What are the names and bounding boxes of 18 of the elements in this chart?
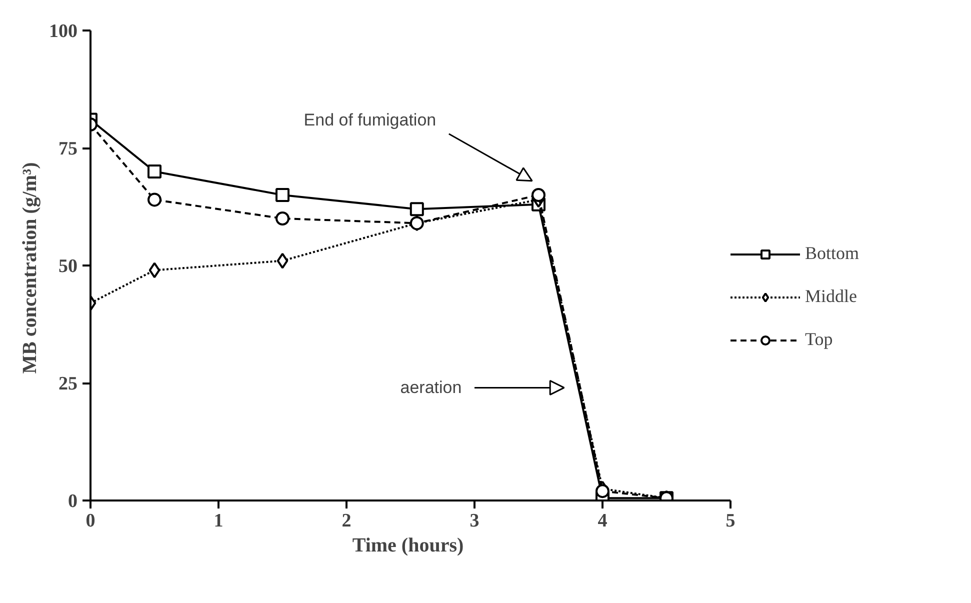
x-tick-label: 0: [86, 510, 96, 532]
legend-label: Bottom: [805, 243, 860, 264]
x-tick-label: 3: [470, 510, 480, 532]
x-tick-label: 1: [214, 510, 224, 532]
y-tick-label: 50: [58, 256, 78, 277]
legend-label: Top: [805, 329, 834, 350]
annotation: End of fumigation: [304, 110, 436, 130]
y-tick-label: 25: [58, 374, 78, 394]
x-axis-title: Time (hours): [352, 534, 464, 556]
x-tick-label: 5: [726, 510, 736, 532]
annotation: aeration: [400, 378, 462, 398]
y-axis-title: MB concentration (g/m³): [19, 162, 41, 374]
legend-label: Middle: [805, 286, 858, 307]
y-tick-label: 0: [68, 491, 78, 512]
x-tick-label: 2: [342, 510, 352, 532]
y-tick-label: 100: [49, 21, 78, 42]
y-tick-label: 75: [58, 138, 78, 160]
x-tick-label: 4: [598, 510, 608, 532]
